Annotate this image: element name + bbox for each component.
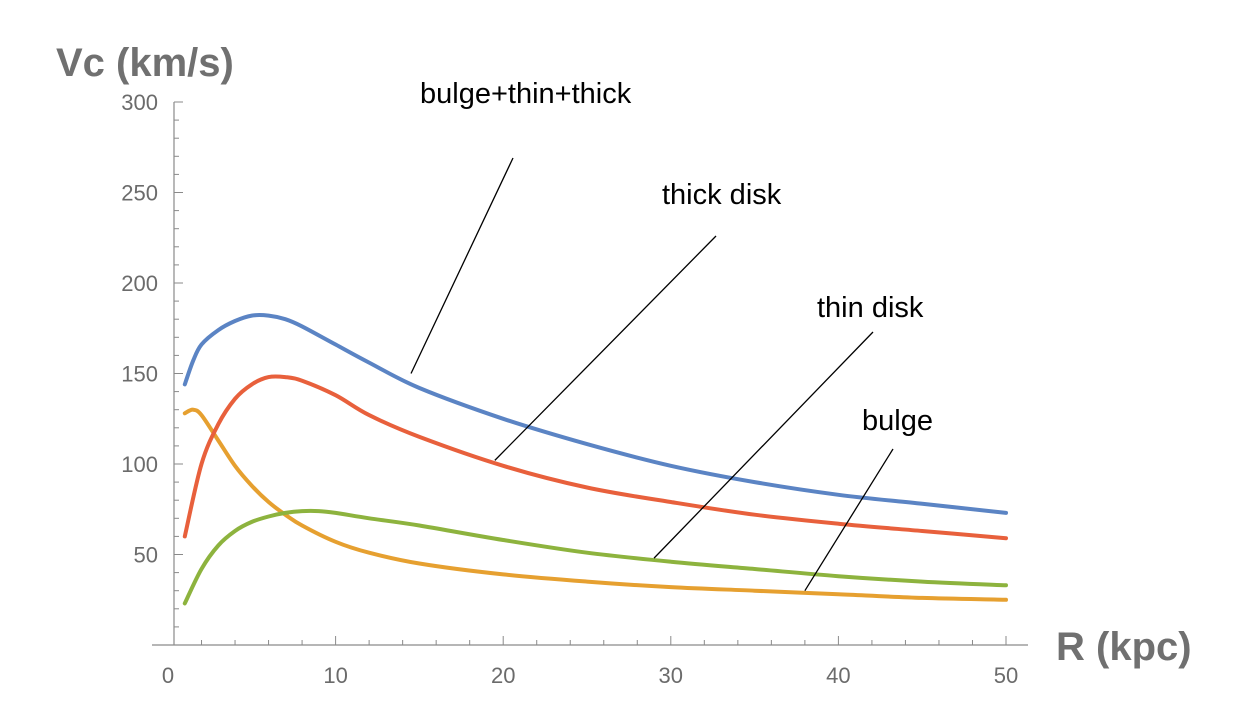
label-thin-disk: thin disk <box>817 292 924 324</box>
x-tick-label: 40 <box>826 663 850 688</box>
y-tick-label: 250 <box>121 181 158 206</box>
y-tick-label: 50 <box>134 543 158 568</box>
x-tick-label: 30 <box>659 663 683 688</box>
combined-rotation-curve <box>182 313 1008 515</box>
y-axis-title: Vc (km/s) <box>56 41 234 85</box>
thin-disk-curve <box>182 508 1008 606</box>
annotation-leader-line <box>410 157 514 374</box>
label-bulge: bulge <box>862 405 933 437</box>
bulge-curve <box>182 407 1008 602</box>
annotation-leader-line <box>804 448 894 592</box>
y-tick-label: 200 <box>121 271 158 296</box>
x-tick-label: 0 <box>162 663 174 688</box>
thick-disk-curve <box>182 374 1008 541</box>
x-axis-title: R (kpc) <box>1056 625 1192 669</box>
y-tick-label: 300 <box>121 90 158 115</box>
annotation-leader-line <box>653 331 874 559</box>
x-tick-label: 20 <box>491 663 515 688</box>
annotation-leader-line <box>494 235 717 461</box>
y-tick-label: 150 <box>121 362 158 387</box>
label-thick-disk: thick disk <box>662 179 782 211</box>
x-tick-label: 10 <box>323 663 347 688</box>
series-lines <box>182 313 1008 606</box>
y-tick-label: 100 <box>121 452 158 477</box>
axis-ticks: 0 10 20 30 40 50 50 100 150 200 250 300 <box>121 90 1018 688</box>
x-tick-label: 50 <box>994 663 1018 688</box>
label-bulge-thin-thick: bulge+thin+thick <box>420 78 632 110</box>
series-annotations: bulge+thin+thick thick disk thin disk bulge <box>410 78 933 592</box>
